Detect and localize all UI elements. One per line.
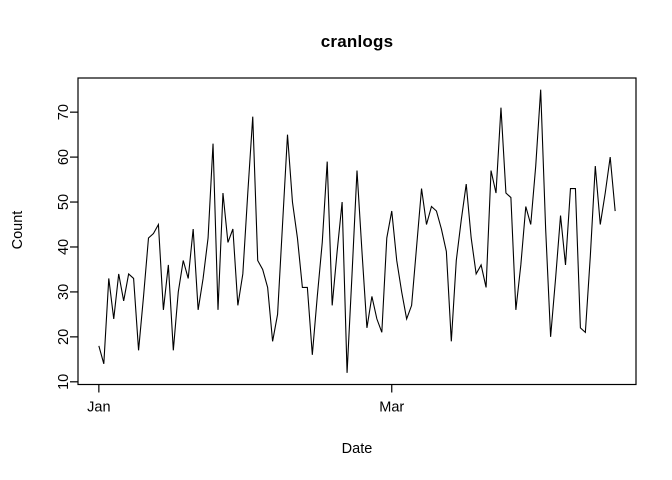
- x-axis-title: Date: [341, 441, 373, 457]
- y-tick-label: 50: [56, 194, 72, 210]
- y-tick-label: 70: [56, 104, 72, 120]
- data-series-line: [98, 89, 616, 373]
- y-tick-label: 40: [56, 239, 72, 255]
- y-tick-label: 30: [56, 284, 72, 300]
- y-tick-label: 10: [56, 374, 72, 390]
- y-tick-label: 20: [56, 329, 72, 345]
- plot-box: [77, 77, 637, 386]
- x-tick-label: Jan: [87, 400, 110, 416]
- x-tick-label: Mar: [379, 400, 404, 416]
- y-tick-label: 60: [56, 149, 72, 165]
- plot-title: cranlogs: [320, 32, 394, 51]
